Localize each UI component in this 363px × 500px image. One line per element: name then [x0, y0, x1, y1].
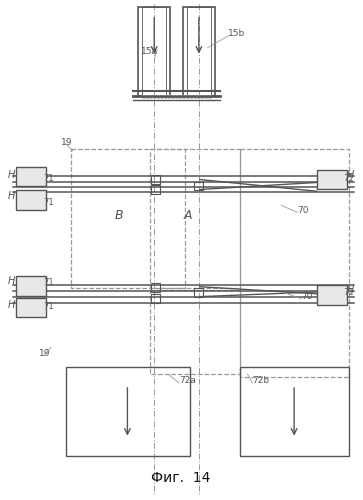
Text: 71: 71 [343, 288, 354, 297]
Text: 71: 71 [44, 302, 54, 311]
Text: 70: 70 [297, 206, 309, 215]
Text: H: H [8, 276, 15, 286]
Bar [317, 170, 347, 190]
Text: H: H [347, 170, 354, 179]
Bar [138, 7, 170, 96]
Text: Фиг.  14: Фиг. 14 [151, 471, 211, 485]
Bar [71, 149, 185, 288]
Bar [150, 290, 240, 374]
Bar [150, 149, 240, 288]
Text: 71: 71 [44, 278, 54, 287]
Bar [240, 367, 349, 456]
Text: 15b: 15b [228, 29, 245, 38]
Bar [240, 149, 349, 377]
Text: A: A [184, 209, 192, 222]
Bar [194, 288, 203, 296]
Text: 71: 71 [44, 198, 54, 207]
Text: H: H [347, 284, 354, 294]
Text: H: H [8, 192, 15, 202]
Text: 72a: 72a [179, 376, 196, 386]
Bar [194, 182, 203, 190]
Text: 71: 71 [343, 174, 354, 183]
Text: H: H [8, 170, 15, 179]
Bar [151, 174, 160, 184]
Bar [151, 294, 160, 302]
Bar [16, 190, 46, 210]
Text: B: B [114, 209, 123, 222]
Text: 71: 71 [44, 174, 54, 183]
Text: 70: 70 [301, 292, 313, 301]
Bar [151, 186, 160, 194]
Text: 19: 19 [61, 138, 73, 147]
Bar [187, 7, 211, 96]
Bar [151, 282, 160, 292]
Text: 15a: 15a [141, 47, 158, 56]
Bar [66, 367, 190, 456]
Bar [16, 276, 46, 295]
Bar [16, 166, 46, 186]
Bar [183, 7, 215, 96]
Text: H: H [8, 300, 15, 310]
Bar [142, 7, 166, 96]
Bar [16, 298, 46, 318]
Text: 19: 19 [39, 348, 50, 358]
Bar [317, 284, 347, 304]
Text: 72b: 72b [252, 376, 270, 386]
